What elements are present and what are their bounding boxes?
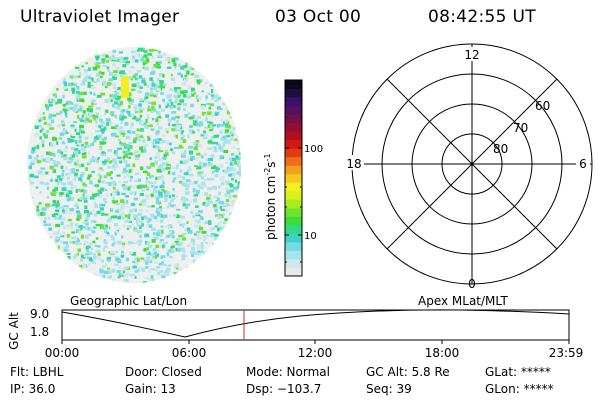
colorbar-unit-label: photon cm-2s-1 — [263, 153, 278, 240]
y-tick-9: 9.0 — [30, 307, 49, 321]
status-gc-alt: GC Alt: 5.8 Re — [366, 365, 450, 379]
time-label: 08:42:55 UT — [428, 7, 536, 27]
date-label: 03 Oct 00 — [275, 7, 362, 27]
status-seq: Seq: 39 — [366, 382, 412, 396]
status-filter: Flt: LBHL — [10, 365, 64, 379]
status-glat: GLat: ***** — [485, 365, 551, 379]
instrument-title: Ultraviolet Imager — [20, 7, 180, 27]
timeline-left-title: Geographic Lat/Lon — [70, 294, 188, 308]
colorbar-tick-100: 100 — [304, 144, 323, 155]
orbit-altitude-timeline: 9.0 1.8 00:00 06:00 12:00 18:00 23:59 — [30, 307, 584, 360]
mlt-label-12: 12 — [464, 48, 479, 62]
colorbar-tick-10: 10 — [304, 231, 317, 242]
x-tick-1200: 12:00 — [298, 346, 333, 360]
mlt-label-18: 18 — [346, 157, 361, 171]
mlt-label-0: 0 — [468, 277, 476, 290]
x-tick-2359: 23:59 — [549, 346, 584, 360]
altitude-curve — [61, 309, 570, 338]
x-tick-0600: 06:00 — [172, 346, 207, 360]
status-ip: IP: 36.0 — [10, 382, 56, 396]
mlat-label-70: 70 — [513, 121, 528, 135]
mlt-label-6: 6 — [579, 157, 587, 171]
mlat-label-80: 80 — [493, 142, 508, 156]
x-tick-0000: 00:00 — [45, 346, 80, 360]
status-door: Door: Closed — [125, 365, 202, 379]
status-glon: GLon: ***** — [485, 382, 554, 396]
timeline-right-title: Apex MLat/MLT — [418, 294, 508, 308]
status-mode: Mode: Normal — [246, 365, 330, 379]
timeline-axis-title-holder: GC Alt — [3, 312, 27, 352]
bright-spot — [121, 76, 129, 98]
status-dsp: Dsp: −103.7 — [246, 382, 322, 396]
y-tick-1.8: 1.8 — [30, 325, 49, 339]
colorbar-scale — [285, 80, 302, 277]
polar-grid: 12 0 18 6 60 70 80 — [344, 43, 593, 290]
mlat-label-60: 60 — [535, 99, 550, 113]
status-gain: Gain: 13 — [125, 382, 176, 396]
x-tick-1800: 18:00 — [425, 346, 460, 360]
timeline-axis-title-text: GC Alt — [6, 312, 21, 350]
colorbar: 100 10 photon cm-2s-1 — [263, 79, 323, 277]
uv-image — [27, 47, 241, 283]
